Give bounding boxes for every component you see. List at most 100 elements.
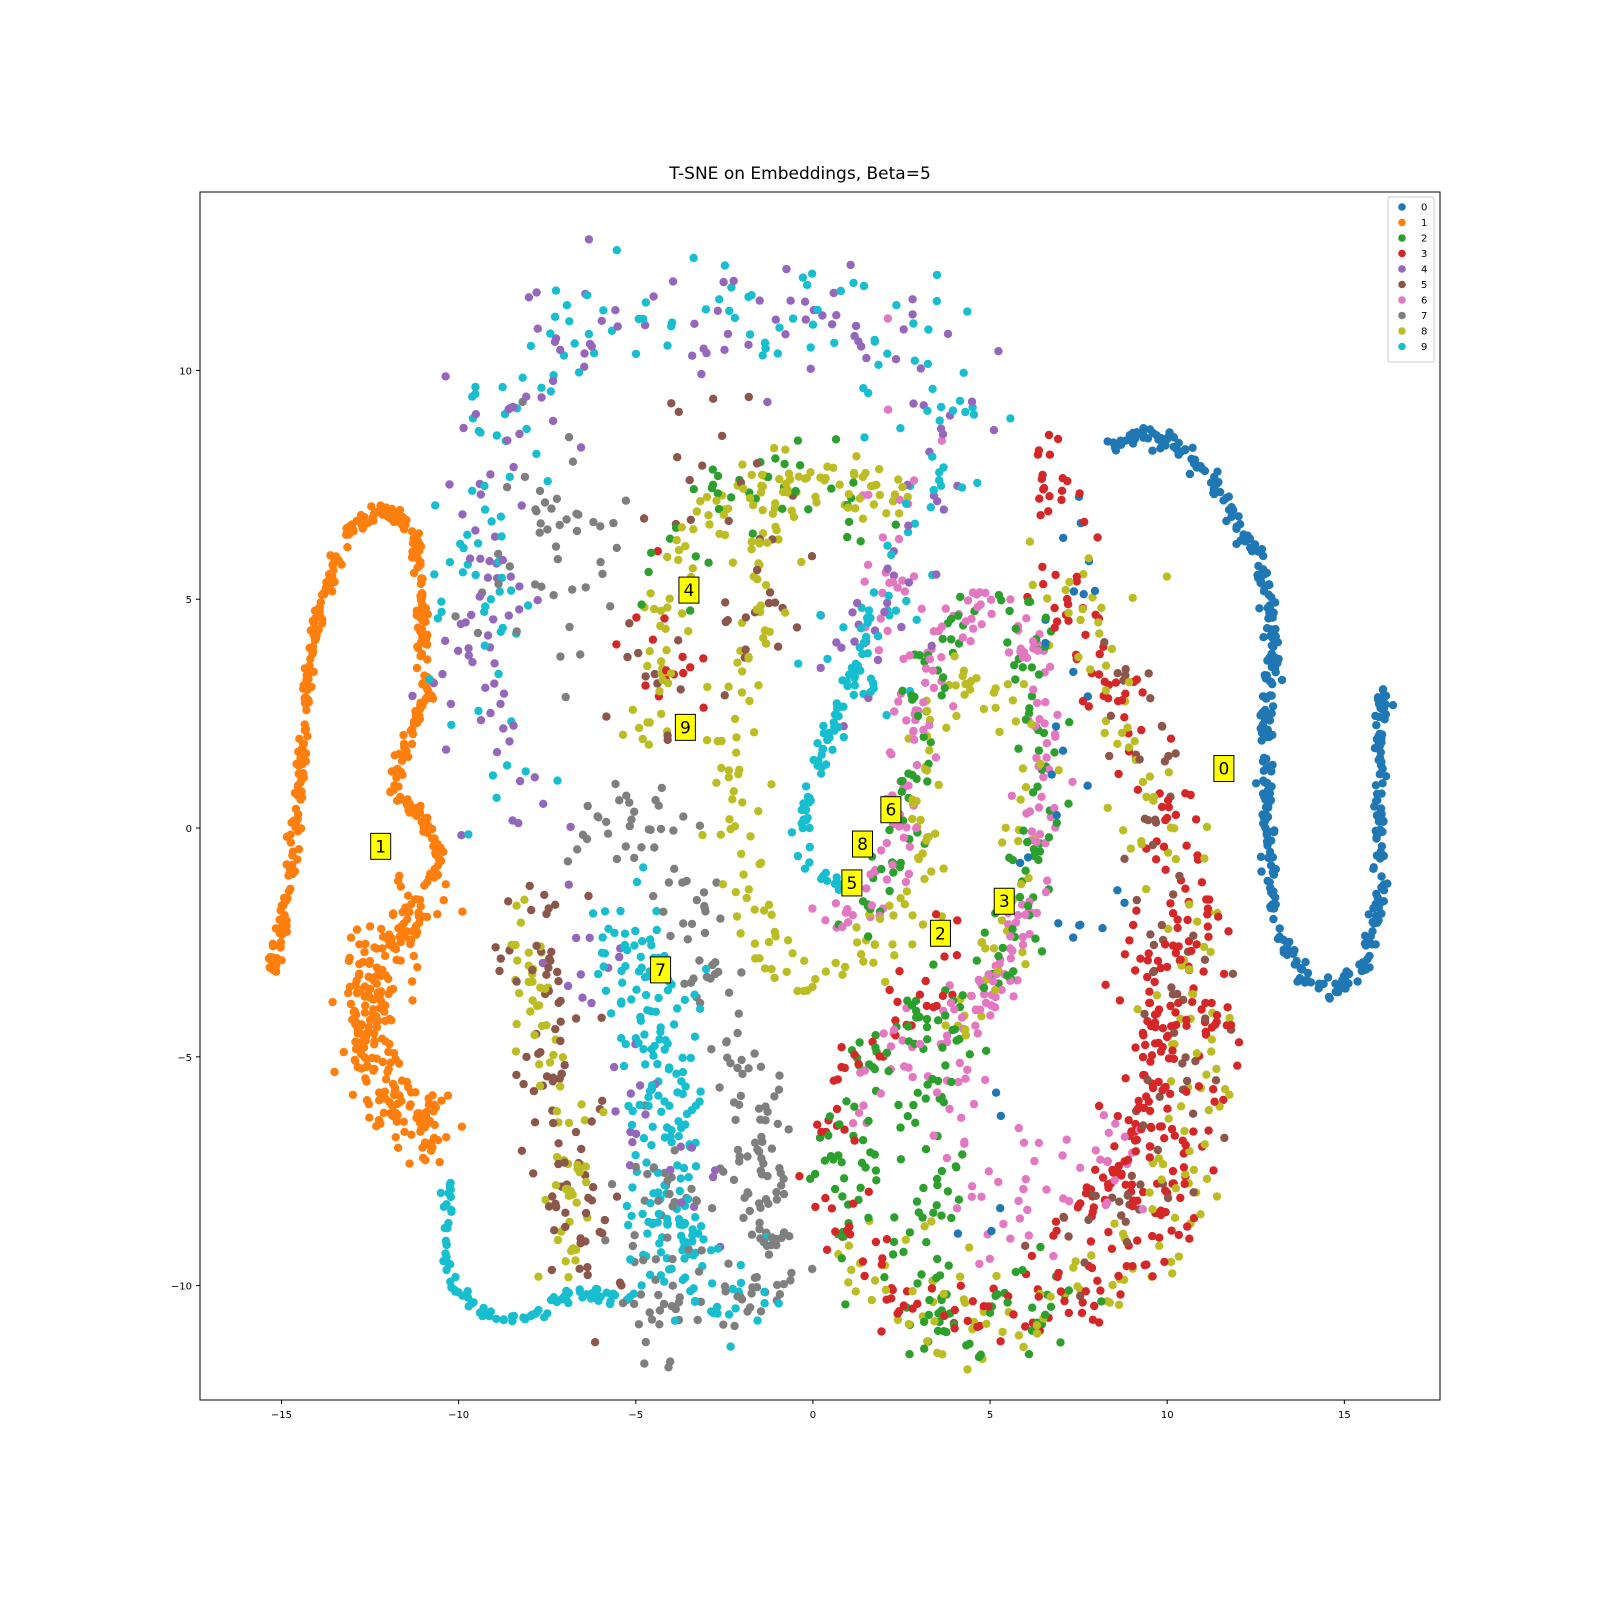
scatter-point-class-0: [1174, 438, 1183, 448]
scatter-point-class-3: [1136, 954, 1145, 963]
scatter-point-class-4: [909, 399, 918, 408]
scatter-point-class-2: [885, 886, 894, 896]
scatter-point-class-9: [678, 1220, 687, 1230]
scatter-point-class-0: [1378, 779, 1387, 788]
scatter-point-class-6: [1004, 648, 1014, 657]
scatter-point-class-0: [1267, 641, 1277, 650]
scatter-point-class-2: [940, 683, 949, 693]
legend-label-1: 1: [1421, 218, 1427, 229]
scatter-point-class-1: [365, 1113, 374, 1122]
scatter-point-class-7: [729, 1098, 739, 1107]
scatter-point-class-0: [1257, 545, 1267, 554]
scatter-point-class-3: [1182, 1087, 1191, 1097]
scatter-point-class-8: [739, 484, 748, 493]
scatter-point-class-5: [623, 652, 632, 662]
scatter-point-class-7: [767, 1233, 776, 1242]
scatter-point-class-6: [987, 1001, 996, 1010]
scatter-point-class-2: [884, 1067, 893, 1076]
scatter-point-class-1: [365, 973, 374, 982]
scatter-point-class-8: [717, 763, 726, 773]
scatter-point-class-3: [1050, 623, 1059, 632]
scatter-point-class-1: [403, 795, 412, 804]
scatter-point-class-9: [696, 1222, 706, 1231]
scatter-point-class-2: [929, 1208, 938, 1218]
scatter-point-class-8: [764, 900, 774, 909]
scatter-point-class-0: [1052, 811, 1061, 820]
scatter-point-class-8: [811, 492, 820, 501]
scatter-point-class-4: [699, 344, 708, 353]
scatter-point-class-9: [627, 1211, 636, 1221]
scatter-point-class-8: [520, 895, 529, 904]
scatter-point-class-8: [941, 1021, 950, 1030]
scatter-point-class-4: [713, 306, 722, 315]
scatter-point-class-6: [1042, 753, 1051, 762]
scatter-point-class-8: [658, 675, 667, 685]
scatter-point-class-4: [829, 288, 838, 298]
scatter-point-class-8: [998, 1327, 1007, 1337]
scatter-point-class-6: [909, 572, 919, 581]
legend-label-8: 8: [1421, 327, 1427, 338]
scatter-point-class-1: [291, 804, 301, 814]
scatter-point-class-8: [1073, 1282, 1082, 1291]
scatter-point-class-3: [1035, 494, 1044, 503]
scatter-point-class-3: [1090, 1301, 1099, 1311]
scatter-point-class-1: [293, 855, 302, 864]
scatter-point-class-6: [941, 604, 950, 613]
scatter-point-class-1: [430, 867, 440, 876]
scatter-point-class-7: [536, 519, 545, 528]
scatter-point-class-0: [1247, 547, 1257, 556]
scatter-point-class-5: [1100, 638, 1109, 647]
scatter-point-class-6: [1034, 1138, 1044, 1148]
cluster-label-box: [678, 576, 700, 604]
scatter-point-class-0: [1296, 964, 1306, 973]
y-tick-label: −10: [171, 1282, 192, 1293]
scatter-point-class-8: [800, 956, 809, 965]
scatter-point-class-7: [576, 650, 585, 659]
scatter-point-class-9: [497, 532, 506, 541]
scatter-point-class-0: [1262, 624, 1272, 633]
x-tick-label: −15: [271, 1410, 292, 1421]
scatter-point-class-7: [451, 612, 460, 621]
scatter-point-class-6: [898, 576, 907, 585]
scatter-point-class-3: [1224, 927, 1233, 936]
scatter-point-class-2: [1008, 924, 1017, 934]
scatter-point-class-5: [1120, 854, 1129, 863]
scatter-point-class-3: [653, 547, 662, 556]
scatter-point-class-8: [663, 552, 672, 562]
scatter-point-class-1: [406, 939, 415, 949]
scatter-point-class-1: [284, 887, 294, 896]
scatter-point-class-0: [1109, 438, 1118, 447]
scatter-point-class-3: [1168, 941, 1178, 950]
scatter-point-class-3: [827, 1204, 837, 1213]
scatter-point-class-2: [896, 1123, 905, 1132]
scatter-point-class-9: [689, 253, 698, 263]
scatter-point-class-0: [1271, 668, 1280, 677]
scatter-point-class-9: [640, 1030, 649, 1039]
scatter-point-class-5: [1220, 1133, 1229, 1143]
scatter-point-class-8: [885, 901, 894, 910]
scatter-point-class-5: [1167, 983, 1176, 992]
scatter-point-class-1: [418, 589, 427, 598]
scatter-point-class-0: [1113, 886, 1122, 895]
scatter-point-class-1: [355, 940, 364, 949]
scatter-point-class-8: [558, 1053, 568, 1062]
scatter-point-class-8: [745, 494, 755, 503]
scatter-point-class-2: [1033, 782, 1042, 791]
scatter-point-class-3: [1038, 562, 1047, 572]
scatter-point-class-7: [561, 692, 570, 702]
scatter-point-class-0: [1269, 914, 1278, 924]
cluster-label-text: 7: [655, 961, 666, 981]
scatter-point-class-3: [1121, 689, 1130, 698]
scatter-point-class-8: [724, 773, 733, 782]
scatter-point-class-6: [925, 721, 934, 730]
scatter-point-class-9: [445, 1184, 455, 1193]
scatter-point-class-4: [904, 578, 914, 587]
scatter-point-class-2: [941, 1011, 950, 1020]
scatter-point-class-3: [1161, 865, 1170, 874]
scatter-point-class-8: [981, 944, 990, 953]
scatter-point-class-1: [346, 933, 356, 942]
scatter-point-class-8: [1028, 580, 1038, 590]
scatter-point-class-8: [751, 954, 760, 963]
scatter-point-class-2: [952, 1163, 961, 1172]
cluster-label-text: 3: [999, 892, 1010, 912]
